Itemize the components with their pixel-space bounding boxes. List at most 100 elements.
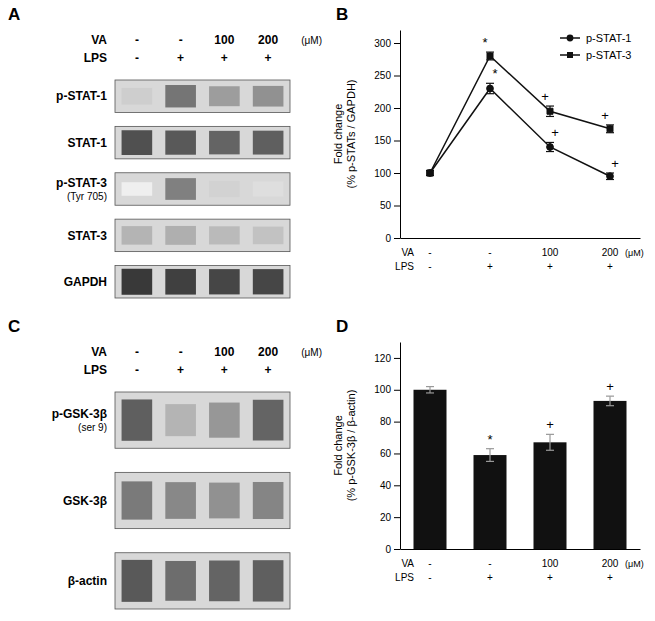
annotation: * bbox=[487, 432, 492, 447]
error-bar-cap bbox=[486, 93, 494, 94]
blot-box bbox=[115, 126, 290, 158]
category-label: 100 bbox=[542, 558, 559, 569]
y-tick-label: 20 bbox=[380, 512, 392, 523]
lane-label: + bbox=[221, 51, 228, 65]
annotation: + bbox=[551, 125, 559, 140]
series-line bbox=[430, 56, 610, 173]
lane-label: + bbox=[265, 51, 272, 65]
error-bar-cap bbox=[546, 116, 554, 117]
blot-band bbox=[253, 400, 284, 441]
marker bbox=[547, 144, 554, 151]
blot-band bbox=[209, 269, 240, 294]
y-axis-line bbox=[400, 343, 401, 550]
lane-label: - bbox=[179, 33, 183, 47]
panel: D020406080100120Fold change(% p-GSK-3β /… bbox=[332, 317, 644, 583]
annotation: + bbox=[541, 89, 549, 104]
panel: B050100150200250300Fold change(% p-STATs… bbox=[332, 5, 644, 272]
marker bbox=[427, 170, 434, 177]
bar bbox=[534, 442, 567, 549]
lane-label: + bbox=[265, 363, 272, 377]
row-title: LPS bbox=[84, 51, 107, 65]
blot-band bbox=[122, 399, 153, 440]
lane-label: 200 bbox=[258, 33, 278, 47]
y-tick: 80 bbox=[380, 416, 400, 427]
error-bar bbox=[606, 125, 614, 133]
bar bbox=[594, 401, 627, 549]
blot-band bbox=[165, 269, 196, 295]
y-tick: 250 bbox=[374, 70, 400, 81]
y-tick-label: 250 bbox=[374, 70, 391, 81]
lane-label: - bbox=[135, 33, 139, 47]
annotation: + bbox=[546, 417, 554, 432]
category-label: - bbox=[428, 247, 431, 258]
row-title: VA bbox=[401, 247, 414, 258]
error-bar bbox=[606, 173, 614, 180]
blot-band bbox=[253, 560, 284, 601]
y-tick-label: 0 bbox=[385, 233, 391, 244]
annotation: + bbox=[601, 108, 609, 123]
blot-band bbox=[165, 404, 196, 436]
y-axis: 050100150200250300 bbox=[374, 31, 400, 244]
error-bar-stem bbox=[549, 434, 550, 450]
category-label: - bbox=[488, 558, 491, 569]
unit-label: (μM) bbox=[625, 248, 644, 258]
blot-label: STAT-1 bbox=[67, 136, 107, 150]
y-tick: 120 bbox=[374, 353, 400, 364]
x-axis bbox=[401, 238, 641, 239]
y-tick-label: 50 bbox=[380, 200, 392, 211]
legend: p-STAT-1p-STAT-3 bbox=[560, 32, 631, 61]
error-bar-cap bbox=[606, 405, 614, 406]
blot-box bbox=[115, 80, 290, 112]
y-tick-label: 100 bbox=[374, 384, 391, 395]
error-bar-cap bbox=[486, 448, 494, 449]
error-bar-cap bbox=[546, 142, 554, 143]
blot-band bbox=[253, 131, 284, 155]
blot-box bbox=[115, 472, 290, 528]
blot-band bbox=[122, 481, 153, 519]
category-label: - bbox=[428, 572, 431, 583]
blot-band bbox=[122, 182, 153, 196]
y-tick-label: 80 bbox=[380, 416, 392, 427]
error-bar-cap bbox=[486, 461, 494, 462]
lane-label: - bbox=[179, 345, 183, 359]
blot-band bbox=[253, 181, 284, 196]
lane-label: 100 bbox=[214, 33, 234, 47]
lane-label: - bbox=[135, 51, 139, 65]
blot-band bbox=[209, 86, 240, 106]
category-label: + bbox=[487, 572, 493, 583]
error-bar-cap bbox=[486, 83, 494, 84]
error-bar bbox=[426, 170, 434, 175]
y-tick-mark bbox=[394, 173, 400, 174]
x-axis-line bbox=[401, 549, 641, 550]
blot-label: p-GSK-3β bbox=[52, 407, 107, 421]
error-bar bbox=[606, 396, 614, 406]
y-tick: 20 bbox=[380, 512, 400, 523]
marker bbox=[487, 85, 494, 92]
blot-band bbox=[165, 482, 196, 519]
error-bar-stem bbox=[609, 396, 610, 406]
error-bar-cap bbox=[546, 450, 554, 451]
y-tick-label: 60 bbox=[380, 448, 392, 459]
blot-band bbox=[165, 85, 196, 107]
panel-label: A bbox=[8, 5, 20, 24]
blot-band bbox=[209, 181, 240, 197]
blot-label: p-STAT-3 bbox=[56, 176, 107, 190]
blot-box bbox=[115, 266, 290, 298]
y-tick-mark bbox=[394, 517, 400, 518]
error-bar bbox=[486, 83, 494, 93]
marker bbox=[547, 108, 553, 114]
lane-label: + bbox=[177, 363, 184, 377]
legend-marker bbox=[567, 52, 573, 58]
blot-box bbox=[115, 553, 290, 609]
marker bbox=[607, 126, 613, 132]
annotation: * bbox=[492, 66, 497, 81]
y-tick: 100 bbox=[374, 168, 400, 179]
y-tick-mark bbox=[394, 390, 400, 391]
annotation: + bbox=[611, 156, 619, 171]
lane-label: - bbox=[135, 345, 139, 359]
blot-band bbox=[209, 483, 240, 519]
error-bar-stem bbox=[489, 449, 490, 462]
error-bar bbox=[426, 387, 434, 393]
y-tick: 40 bbox=[380, 480, 400, 491]
series-line bbox=[430, 89, 610, 177]
